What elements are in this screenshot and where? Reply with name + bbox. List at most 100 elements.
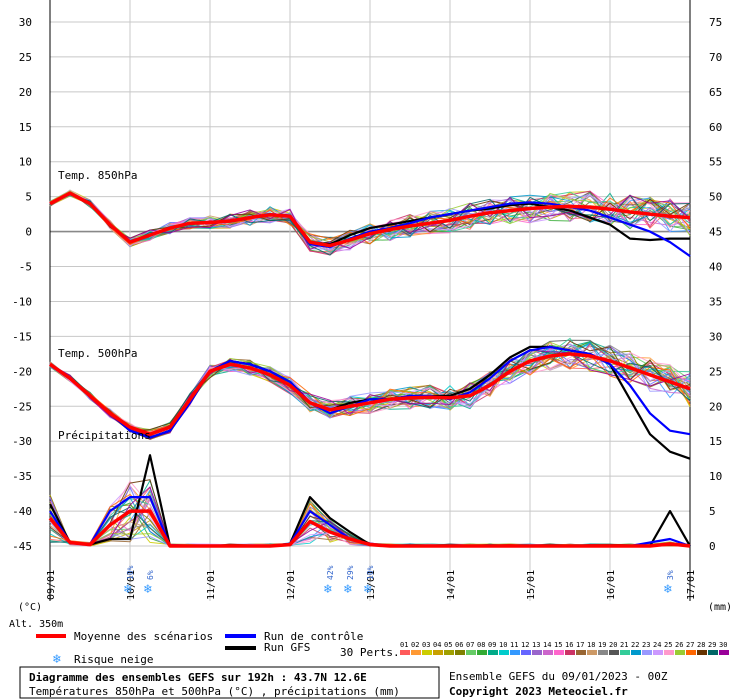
x-tick-label: 13/01 [366,570,377,600]
x-tick-label: 10/01 [126,570,137,600]
x-tick-label: 11/01 [206,570,217,600]
y-left-tick-label: -5 [19,261,32,274]
pert-swatch [444,650,454,655]
pert-number: 16 [565,641,573,649]
y-left-tick-label: -10 [12,295,32,308]
pert-swatch [664,650,674,655]
pert-swatch [719,650,729,655]
pert-swatch [609,650,619,655]
x-tick-label: 16/01 [606,570,617,600]
pert-number: 22 [631,641,639,649]
pert-swatch [510,650,520,655]
y-right-tick-label: 50 [709,191,722,204]
legend-control-label: Run de contrôle [264,630,363,643]
chart-subtitle: Températures 850hPa et 500hPa (°C) , pré… [29,685,400,698]
chart-title: Diagramme des ensembles GEFS sur 192h : … [29,671,367,684]
snow-risk-label: 10% [126,565,135,580]
x-tick-label: 15/01 [526,570,537,600]
copyright: Copyright 2023 Meteociel.fr [449,685,628,698]
pert-number: 24 [653,641,661,649]
legend-snow-label: Risque neige [74,653,153,666]
pert-number: 08 [477,641,485,649]
pert-swatch [697,650,707,655]
pert-number: 26 [675,641,683,649]
run-label: Ensemble GEFS du 09/01/2023 - 00Z [449,670,668,683]
pert-number: 19 [598,641,606,649]
pert-number: 09 [488,641,496,649]
pert-swatch [708,650,718,655]
perturbation-legend: 01 02 03 04 05 06 07 08 09 10 11 12 13 14 15 16 17 18 19 20… [400,641,729,655]
y-axis-left: 30 25 20 15 10 5 0 -5 -10 -15 -20 -25 -30 -35 -40 -45 [12,16,32,553]
ylabel-right: (mm) [708,602,732,613]
pert-number: 25 [664,641,672,649]
legend-mean-label: Moyenne des scénarios [74,630,213,643]
pert-swatch [642,650,652,655]
y-left-tick-label: -20 [12,365,32,378]
snow-markers: ❄ 10% ❄ 6% ❄ 42% ❄ 29% ❄ 10% ❄ 3% [123,565,675,597]
y-right-tick-label: 5 [709,505,716,518]
pert-number: 20 [609,641,617,649]
pert-number: 17 [576,641,584,649]
pert-swatch [422,650,432,655]
pert-swatch [686,650,696,655]
pert-swatch [598,650,608,655]
pert-number: 11 [510,641,518,649]
pert-number: 18 [587,641,595,649]
y-left-tick-label: -25 [12,400,32,413]
y-left-tick-label: -30 [12,435,32,448]
pert-swatch [433,650,443,655]
y-right-tick-label: 20 [709,400,722,413]
pert-swatch [400,650,410,655]
pert-number: 01 [400,641,408,649]
pert-swatch [499,650,509,655]
pert-number: 14 [543,641,551,649]
y-right-tick-label: 25 [709,365,722,378]
series-line [48,509,691,548]
snowflake-icon: ❄ [363,582,372,597]
pert-number: 02 [411,641,419,649]
pert-swatch [521,650,531,655]
pert-swatch [576,650,586,655]
legend: Moyenne des scénarios Run de contrôle Ru… [36,630,729,667]
snowflake-icon: ❄ [343,582,352,597]
y-left-tick-label: -45 [12,540,32,553]
series-line [49,191,691,248]
ylabel-left: (°C) [18,602,42,613]
pert-number: 28 [697,641,705,649]
snowflake-icon: ❄ [123,582,132,597]
pert-number: 10 [499,641,507,649]
pert-number: 06 [455,641,463,649]
pert-number: 27 [686,641,694,649]
pert-number: 05 [444,641,452,649]
legend-gfs-label: Run GFS [264,641,310,654]
title-box [19,666,440,699]
y-left-tick-label: 5 [25,191,32,204]
panel-label-t850: Temp. 850hPa [58,169,137,182]
pert-swatch [466,650,476,655]
y-left-tick-label: 25 [19,51,32,64]
pert-swatch [565,650,575,655]
snowflake-icon: ❄ [663,582,672,597]
pert-swatch [488,650,498,655]
legend-perts-label: 30 Perts. [340,646,400,659]
pert-number: 07 [466,641,474,649]
x-tick-label: 09/01 [46,570,57,600]
y-right-tick-label: 60 [709,121,722,134]
y-left-tick-label: 20 [19,86,32,99]
x-axis: 09/01 10/01 11/01 12/01 13/01 14/01 15/01 16/01… [46,570,697,600]
y-right-tick-label: 30 [709,330,722,343]
pert-number: 03 [422,641,430,649]
pert-number: 29 [708,641,716,649]
pert-swatch [477,650,487,655]
y-right-tick-label: 70 [709,51,722,64]
y-right-tick-label: 35 [709,295,722,308]
pert-swatch [455,650,465,655]
pert-number: 30 [719,641,727,649]
pert-swatch [620,650,630,655]
y-right-tick-label: 0 [709,540,716,553]
pert-number: 12 [521,641,529,649]
y-right-tick-label: 40 [709,261,722,274]
y-left-tick-label: 0 [25,226,32,239]
